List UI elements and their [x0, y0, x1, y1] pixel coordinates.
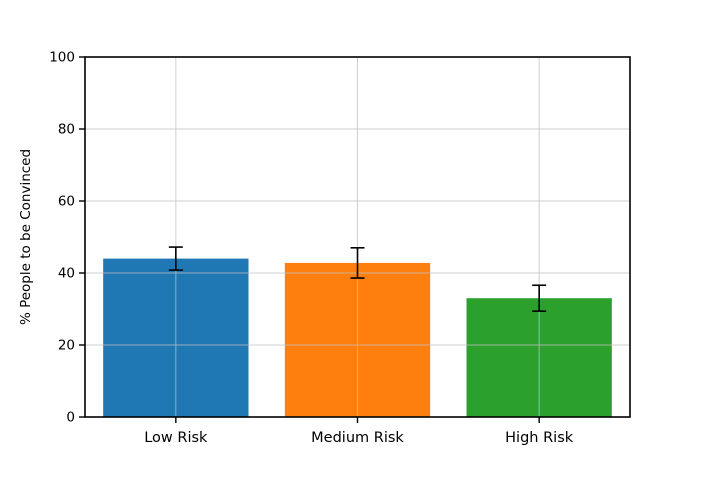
y-tick-label: 0	[66, 410, 75, 426]
y-tick-label: 20	[58, 338, 75, 354]
x-tick-label: Low Risk	[144, 430, 208, 446]
y-tick-label: 40	[58, 266, 75, 282]
y-axis-label: % People to be Convinced	[18, 149, 34, 325]
y-tick-label: 60	[58, 194, 75, 210]
x-tick-label: Medium Risk	[311, 430, 404, 446]
y-tick-label: 80	[58, 122, 75, 138]
y-tick-label: 100	[49, 50, 75, 66]
x-tick-label: High Risk	[505, 430, 574, 446]
